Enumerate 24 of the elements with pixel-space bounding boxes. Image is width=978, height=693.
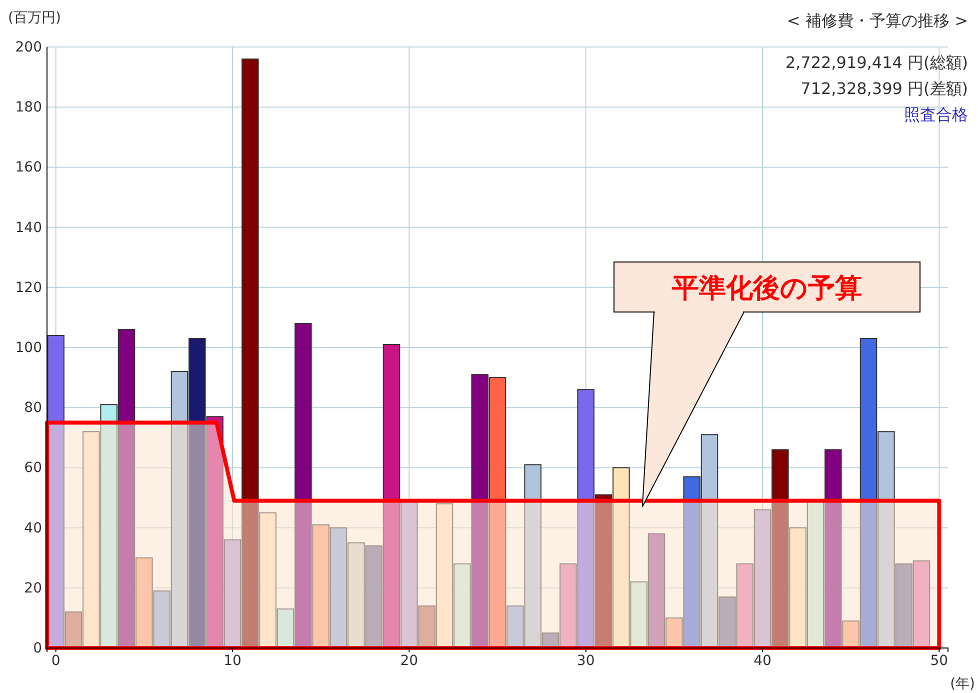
y-tick-label: 200 <box>15 39 42 56</box>
y-tick-label: 160 <box>15 160 42 176</box>
y-tick-label: 120 <box>15 280 42 296</box>
x-tick-label: 20 <box>400 652 418 669</box>
x-tick-label: 40 <box>754 652 772 669</box>
x-tick-label: 50 <box>930 652 948 669</box>
x-tick-label: 0 <box>51 652 60 669</box>
y-tick-label: 180 <box>15 100 42 116</box>
y-tick-label: 60 <box>24 460 42 476</box>
annotation: 712,328,399 円(差額) <box>800 79 968 98</box>
y-tick-label: 20 <box>24 580 42 596</box>
y-tick-label: 80 <box>24 400 42 416</box>
x-tick-label: 30 <box>576 652 595 669</box>
annotation: 照査合格 <box>904 105 968 124</box>
annotation: 2,722,919,414 円(総額) <box>785 53 968 72</box>
y-tick-label: 0 <box>33 640 42 656</box>
y-axis-title: (百万円) <box>8 10 61 26</box>
y-tick-label: 40 <box>24 520 42 536</box>
x-tick-label: 10 <box>224 652 242 669</box>
text: 平準化後の予算 <box>671 273 862 304</box>
x-axis-title: (年) <box>950 676 975 692</box>
y-tick-label: 100 <box>15 340 42 356</box>
y-tick-label: 140 <box>15 220 42 236</box>
chart-title: < 補修費・予算の推移 > <box>787 11 968 30</box>
